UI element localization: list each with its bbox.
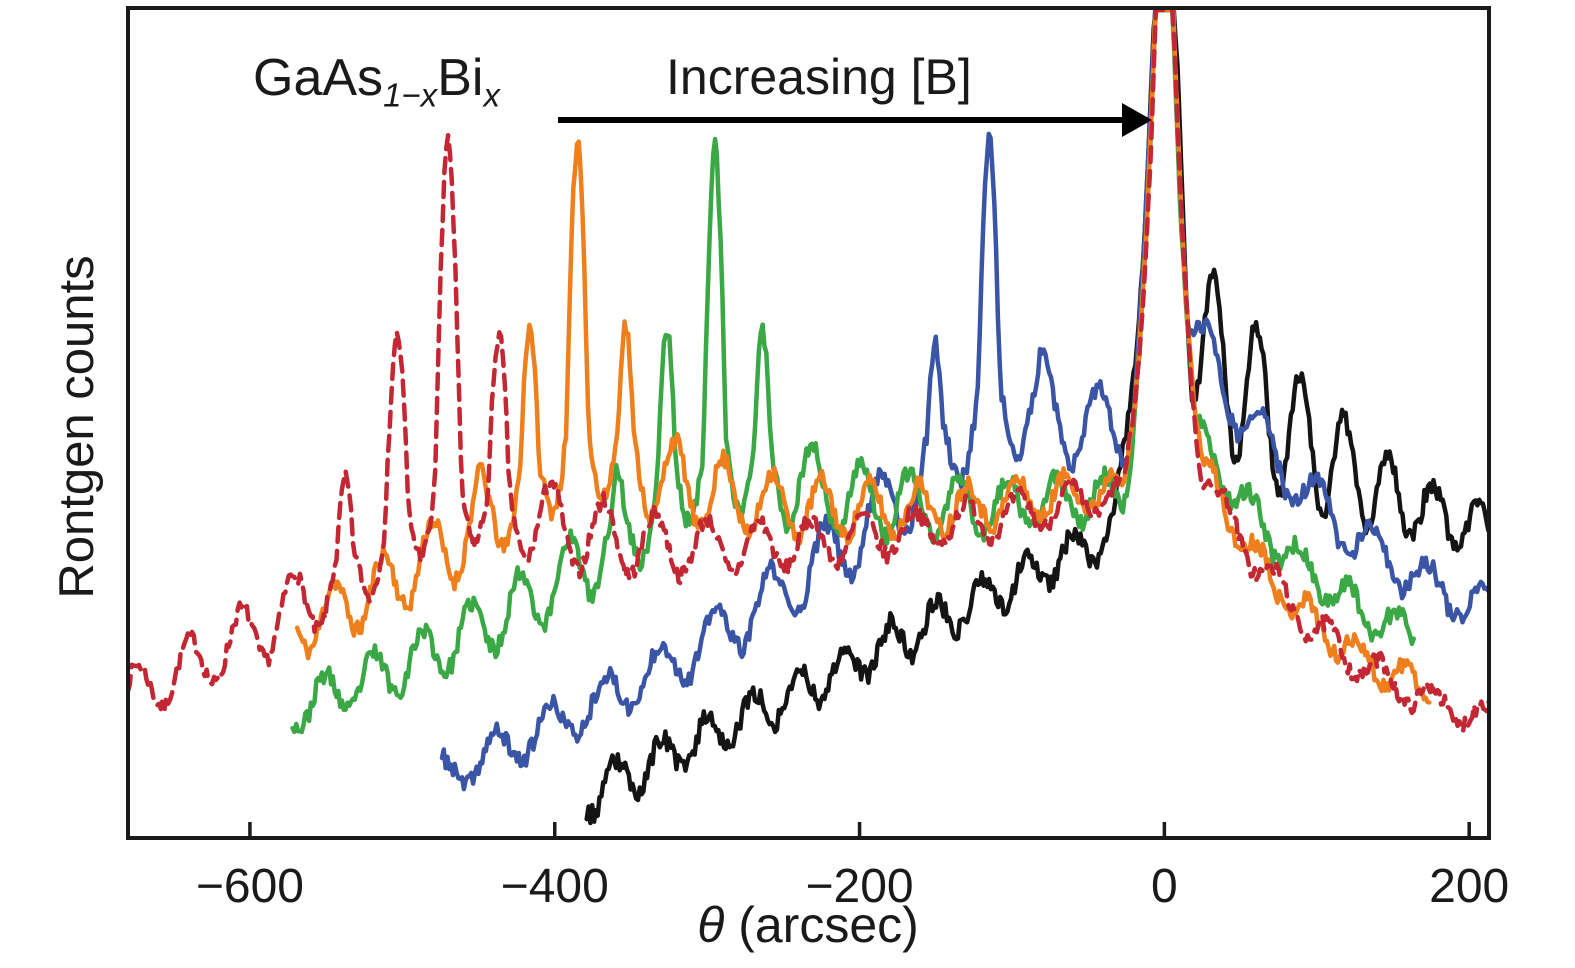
plot-frame bbox=[126, 6, 1491, 840]
formula-subscript-1: 1−x bbox=[383, 76, 438, 114]
y-axis-label-text: Rontgen counts bbox=[50, 255, 104, 599]
series-b5 bbox=[584, 10, 1487, 826]
y-axis-label: Rontgen counts bbox=[48, 212, 106, 642]
x-tick-label: −400 bbox=[501, 860, 609, 913]
series-b2 bbox=[294, 10, 1432, 705]
sample-formula-label: GaAs1−xBix bbox=[253, 48, 500, 111]
x-axis-symbol: θ bbox=[697, 897, 725, 953]
formula-main-2: Bi bbox=[437, 49, 484, 107]
x-tick-label: 0 bbox=[1151, 860, 1178, 913]
x-axis-units: (arcsec) bbox=[724, 897, 919, 953]
series-layer bbox=[130, 10, 1487, 826]
increasing-b-label: Increasing [B] bbox=[666, 49, 972, 105]
arrow-head-icon bbox=[1122, 103, 1152, 137]
formula-subscript-2: x bbox=[483, 76, 500, 114]
series-b4 bbox=[439, 10, 1487, 792]
formula-main-1: GaAs bbox=[253, 49, 384, 107]
x-tick-label: −600 bbox=[196, 860, 304, 913]
x-tick-label: −200 bbox=[805, 860, 913, 913]
x-axis-label: θ (arcsec) bbox=[408, 896, 1208, 954]
arrow-shaft bbox=[558, 117, 1124, 123]
x-tick-label: 200 bbox=[1429, 860, 1509, 913]
x-axis-ticks: −600 −400 −200 0 200 bbox=[196, 822, 1509, 913]
series-b1 bbox=[130, 10, 1487, 734]
